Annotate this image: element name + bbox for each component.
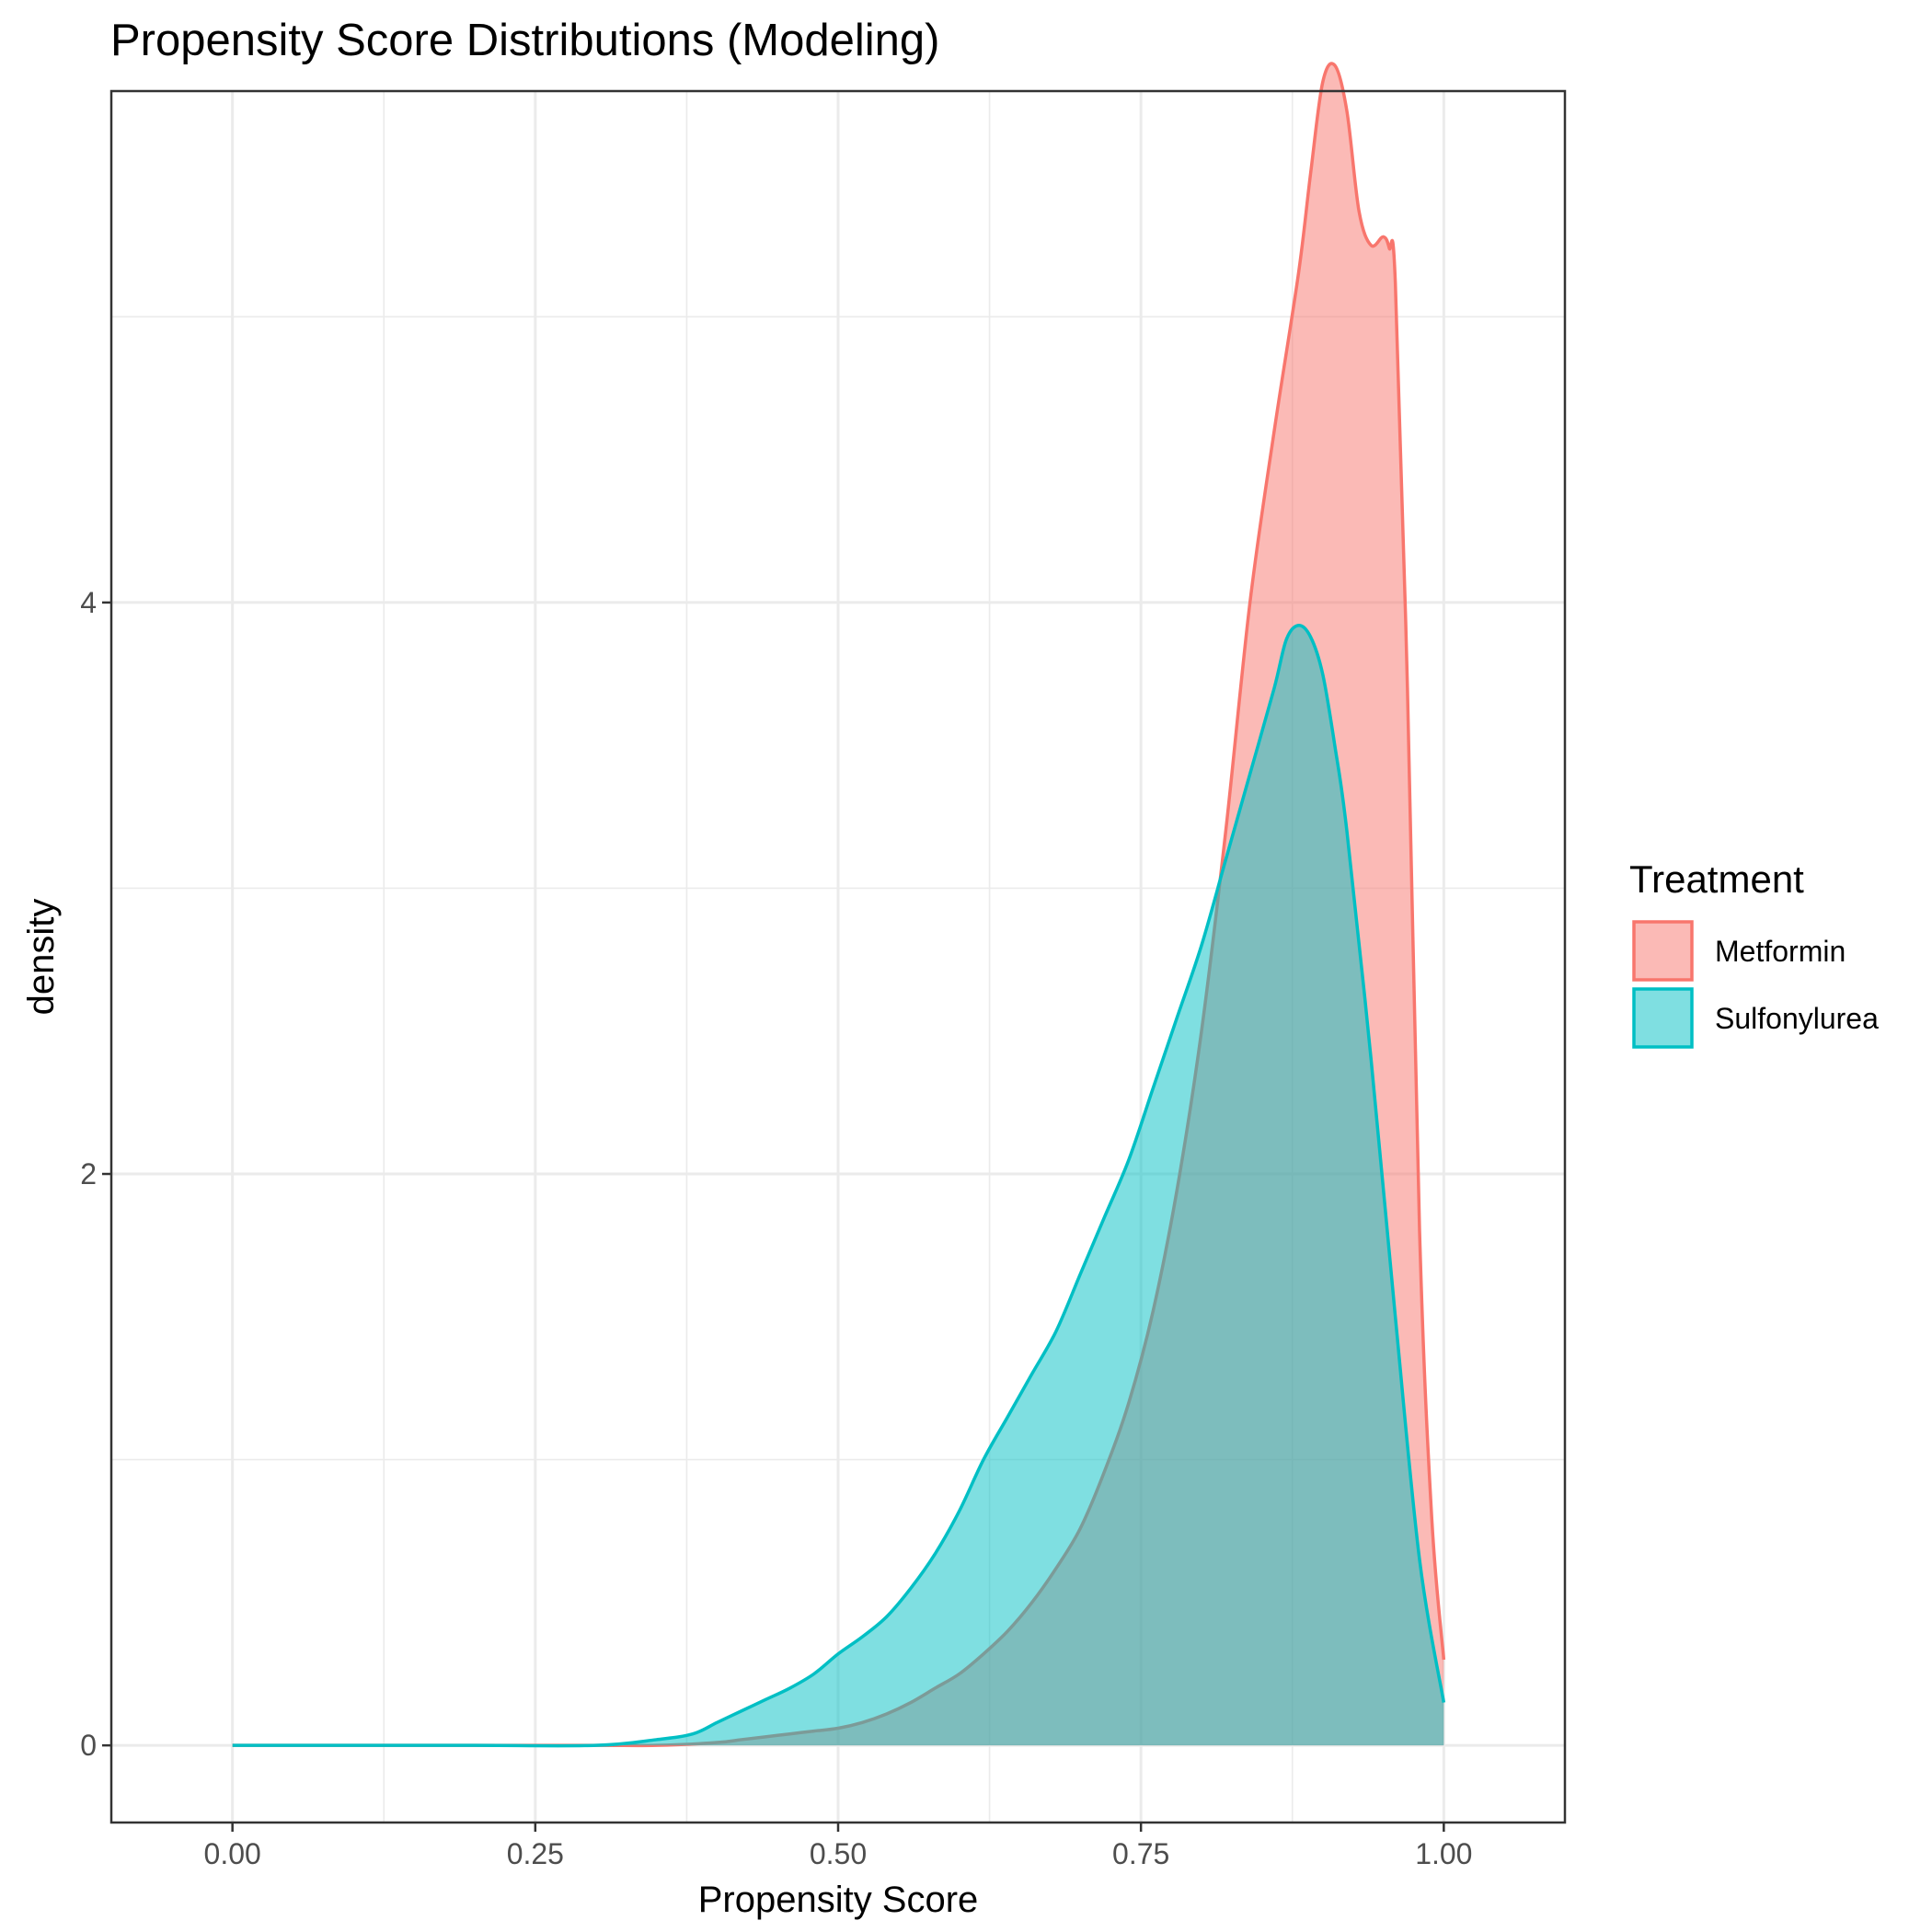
- sulfonylurea-density-area: [232, 625, 1444, 1746]
- sulfonylurea-density-line: [232, 623, 1446, 1748]
- x-tick-label: 1.00: [1415, 1837, 1472, 1870]
- y-axis-title: density: [21, 899, 62, 1016]
- x-tick-label: 0.25: [507, 1837, 564, 1870]
- metformin-legend-swatch: [1632, 920, 1694, 982]
- legend-title: Treatment: [1629, 857, 1804, 901]
- y-tick-label: 0: [80, 1729, 97, 1762]
- legend: Treatment Metformin Sulfonylurea: [1629, 857, 1879, 1049]
- y-tick-label: 4: [80, 586, 97, 619]
- density-series: [232, 62, 1446, 1748]
- x-axis-title: Propensity Score: [698, 1880, 979, 1920]
- chart-title: Propensity Score Distributions (Modeling…: [110, 16, 939, 65]
- x-tick-label: 0.00: [204, 1837, 261, 1870]
- sulfonylurea-legend-label: Sulfonylurea: [1715, 1002, 1879, 1035]
- x-tick-label: 0.50: [810, 1837, 867, 1870]
- y-tick-label: 2: [80, 1157, 97, 1190]
- sulfonylurea-legend-swatch: [1632, 987, 1694, 1049]
- metformin-legend-label: Metformin: [1715, 935, 1846, 968]
- x-tick-label: 0.75: [1112, 1837, 1169, 1870]
- y-axis: 0 2 4: [80, 586, 111, 1762]
- x-axis: 0.00 0.25 0.50 0.75 1.00: [204, 1823, 1472, 1870]
